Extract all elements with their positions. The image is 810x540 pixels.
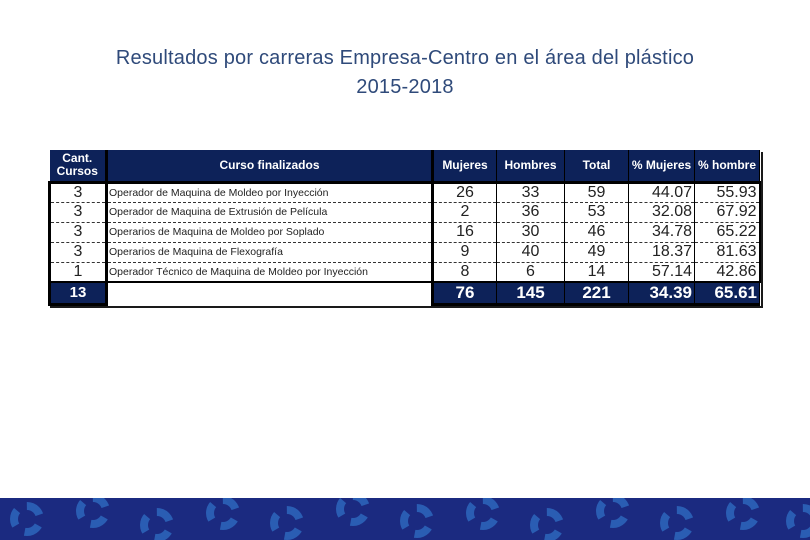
total-total: 221 <box>564 282 629 306</box>
header-total: Total <box>564 150 629 184</box>
cell-total: 59 <box>564 182 629 203</box>
header-hombres: Hombres <box>496 150 565 184</box>
cell-cant: 3 <box>48 242 108 263</box>
cell-pct-hombre: 65.22 <box>694 222 761 243</box>
gear-icon <box>596 498 630 528</box>
header-row: Cant. Cursos Curso finalizados Mujeres H… <box>49 150 760 184</box>
cell-curso: Operador Técnico de Maquina de Moldeo po… <box>106 262 434 283</box>
gear-icon <box>270 506 304 540</box>
cell-cant: 1 <box>48 262 108 283</box>
cell-curso: Operador de Maquina de Moldeo por Inyecc… <box>106 182 434 203</box>
gear-icon <box>726 498 760 530</box>
header-cant-cursos: Cant. Cursos <box>49 150 108 184</box>
table-row: 3 Operarios de Maquina de Moldeo por Sop… <box>48 222 761 243</box>
results-table: Cant. Cursos Curso finalizados Mujeres H… <box>48 150 761 306</box>
header-curso: Curso finalizados <box>106 150 434 184</box>
cell-mujeres: 16 <box>432 222 497 243</box>
gear-icon <box>206 498 240 530</box>
table-row: 3 Operador de Maquina de Extrusión de Pe… <box>48 202 761 223</box>
cell-mujeres: 26 <box>432 182 497 203</box>
gear-icon <box>466 498 500 530</box>
cell-total: 49 <box>564 242 629 263</box>
cell-cant: 3 <box>48 182 108 203</box>
table-row: 1 Operador Técnico de Maquina de Moldeo … <box>48 262 761 283</box>
gear-icon <box>530 508 564 540</box>
cell-mujeres: 8 <box>432 262 497 283</box>
cell-curso: Operador de Maquina de Extrusión de Pelí… <box>106 202 434 223</box>
header-mujeres: Mujeres <box>432 150 497 184</box>
cell-pct-hombre: 67.92 <box>694 202 761 223</box>
cell-pct-hombre: 55.93 <box>694 182 761 203</box>
cell-pct-mujeres: 18.37 <box>628 242 695 263</box>
title-line-1: Resultados por carreras Empresa-Centro e… <box>115 47 695 69</box>
gear-icon <box>660 506 694 540</box>
gear-icon <box>140 508 174 540</box>
page-title: Resultados por carreras Empresa-Centro e… <box>0 44 810 102</box>
cell-hombres: 36 <box>496 202 565 223</box>
cell-pct-hombre: 81.63 <box>694 242 761 263</box>
gear-icon <box>336 498 370 526</box>
cell-hombres: 40 <box>496 242 565 263</box>
totals-row: 13 76 145 221 34.39 65.61 <box>48 282 760 306</box>
cell-total: 53 <box>564 202 629 223</box>
cell-pct-mujeres: 34.78 <box>628 222 695 243</box>
total-cant: 13 <box>48 282 108 306</box>
total-blank <box>106 282 434 304</box>
cell-total: 46 <box>564 222 629 243</box>
cell-cant: 3 <box>48 202 108 223</box>
gear-icon <box>10 502 44 536</box>
cell-hombres: 30 <box>496 222 565 243</box>
cell-hombres: 6 <box>496 262 565 283</box>
footer-gear-band <box>0 498 810 540</box>
cell-cant: 3 <box>48 222 108 243</box>
cell-curso: Operarios de Maquina de Flexografía <box>106 242 434 263</box>
cell-pct-mujeres: 57.14 <box>628 262 695 283</box>
table-row: 3 Operador de Maquina de Moldeo por Inye… <box>48 182 761 203</box>
total-mujeres: 76 <box>432 282 497 306</box>
cell-curso: Operarios de Maquina de Moldeo por Sopla… <box>106 222 434 243</box>
gear-icon <box>76 498 110 528</box>
cell-total: 14 <box>564 262 629 283</box>
title-line-2: 2015-2018 <box>356 76 454 98</box>
cell-pct-mujeres: 44.07 <box>628 182 695 203</box>
total-pct-mujeres: 34.39 <box>628 282 695 306</box>
table-row: 3 Operarios de Maquina de Flexografía 9 … <box>48 242 761 263</box>
total-hombres: 145 <box>496 282 565 306</box>
header-pct-mujeres: % Mujeres <box>628 150 695 184</box>
cell-hombres: 33 <box>496 182 565 203</box>
cell-pct-mujeres: 32.08 <box>628 202 695 223</box>
gear-icon <box>400 504 434 538</box>
cell-pct-hombre: 42.86 <box>694 262 761 283</box>
cell-mujeres: 9 <box>432 242 497 263</box>
header-pct-hombre: % hombre <box>694 150 760 184</box>
cell-mujeres: 2 <box>432 202 497 223</box>
gear-icon <box>786 504 810 538</box>
total-pct-hombre: 65.61 <box>694 282 760 306</box>
